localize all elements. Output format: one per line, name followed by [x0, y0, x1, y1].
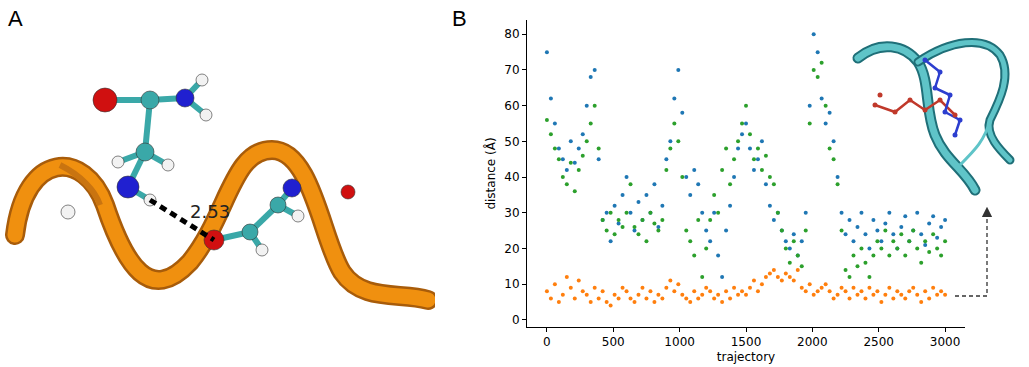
svg-text:60: 60 — [504, 99, 519, 113]
svg-text:2.53: 2.53 — [190, 201, 230, 222]
svg-text:30: 30 — [504, 206, 519, 220]
svg-text:0: 0 — [512, 313, 520, 327]
svg-text:20: 20 — [504, 242, 519, 256]
svg-text:2000: 2000 — [797, 335, 828, 349]
svg-text:0: 0 — [543, 335, 551, 349]
svg-text:3000: 3000 — [930, 335, 961, 349]
svg-text:70: 70 — [504, 63, 519, 77]
svg-text:1000: 1000 — [664, 335, 695, 349]
svg-text:80: 80 — [504, 27, 519, 41]
svg-text:500: 500 — [602, 335, 625, 349]
svg-text:40: 40 — [504, 170, 519, 184]
svg-text:2500: 2500 — [863, 335, 894, 349]
html-text:A: A — [8, 6, 23, 31]
svg-text:10: 10 — [504, 277, 519, 291]
svg-text:1500: 1500 — [731, 335, 762, 349]
html-text:B: B — [452, 6, 467, 31]
svg-text:trajectory: trajectory — [717, 350, 775, 364]
svg-text:distance (Å): distance (Å) — [483, 137, 498, 209]
svg-text:50: 50 — [504, 135, 519, 149]
